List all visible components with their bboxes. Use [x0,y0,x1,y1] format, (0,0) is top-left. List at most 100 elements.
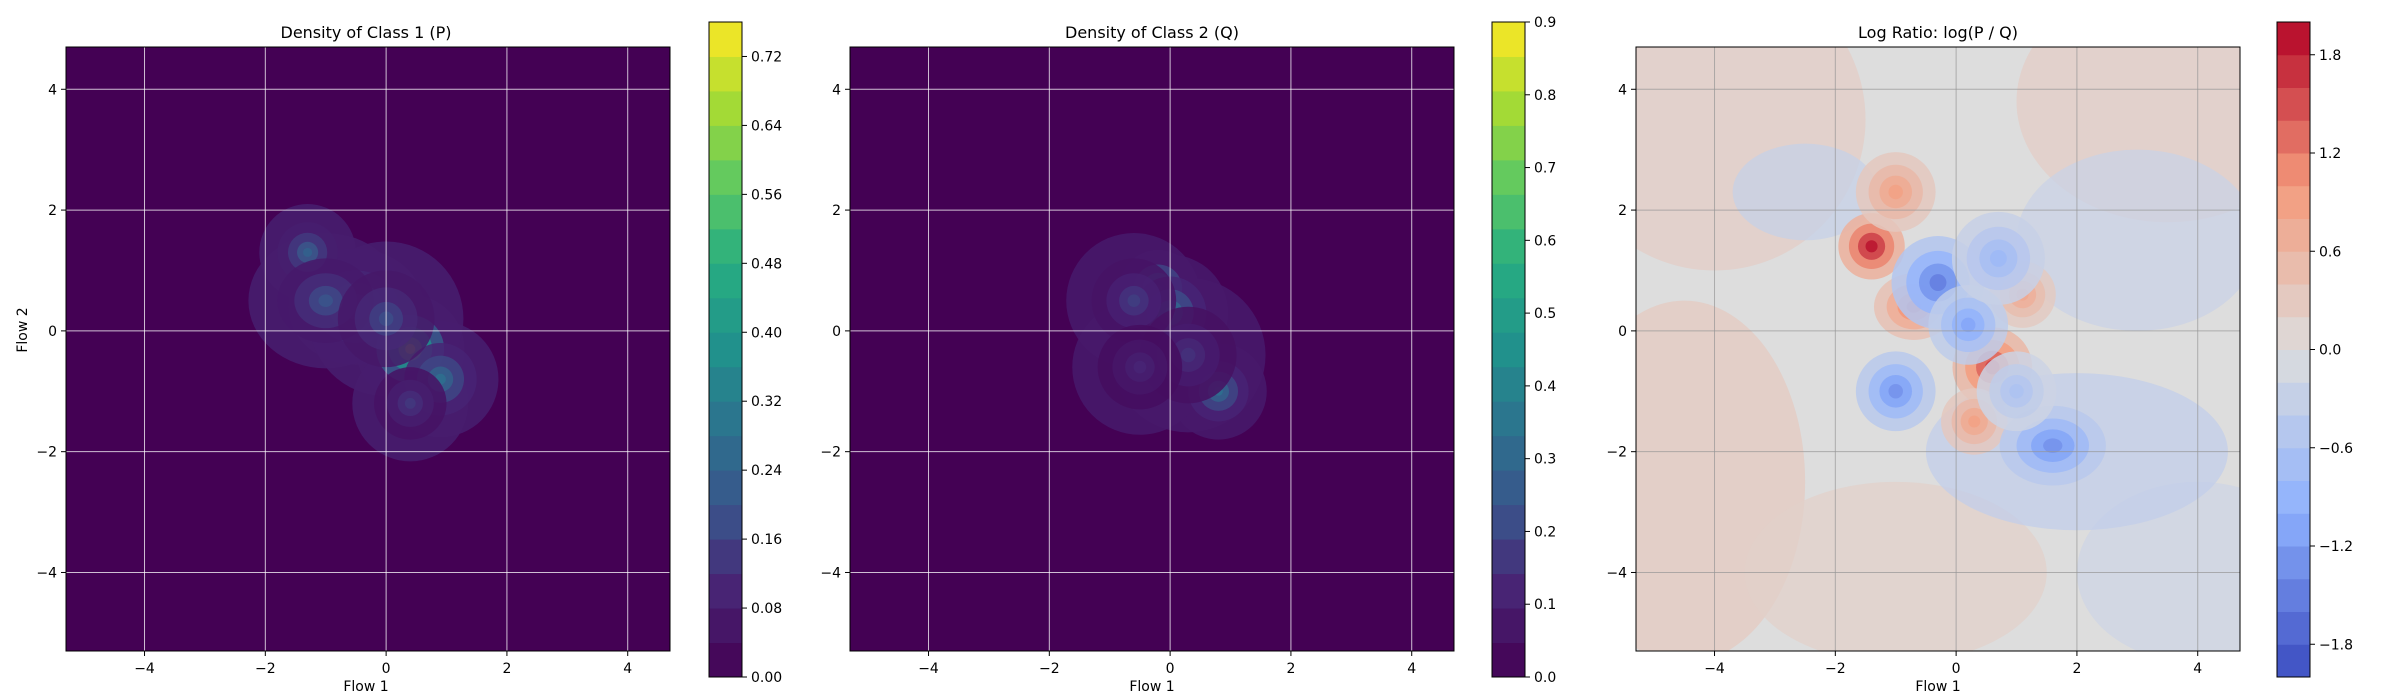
chart-title: Density of Class 1 (P) [281,23,452,42]
y-tick-label: 4 [832,82,841,98]
colorbar-level [709,263,742,299]
chart-title: Density of Class 2 (Q) [1065,23,1239,42]
y-tick-label: 2 [832,203,841,219]
colorbar-level [2277,382,2310,416]
x-axis-label: Flow 1 [1129,679,1174,695]
colorbar-level [2277,153,2310,187]
colorbar-level [2277,480,2310,514]
colorbar-tick-label: 0.72 [751,49,782,65]
ratio-region [1732,143,1878,241]
y-tick-label: −2 [36,445,57,461]
colorbar-level [709,56,742,92]
x-tick-label: 2 [1286,661,1295,677]
colorbar-level [2277,644,2310,678]
colorbar-level [2277,349,2310,383]
y-tick-label: −4 [1606,565,1627,581]
colorbar-level [709,125,742,161]
colorbar-level [1492,228,1525,264]
panel-class2: Density of Class 2 (Q) −4 −2 0 2 4 −4 −2 0 2 4 0.0… [820,15,1556,695]
x-tick-label: −4 [1704,661,1725,677]
colorbar-level [1492,194,1525,230]
colorbar-tick-label: 0.6 [2319,244,2341,260]
colorbar-tick-label: 0.3 [1534,452,1556,468]
colorbar-tick-label: 0.32 [751,394,782,410]
y-tick-label: 4 [1618,82,1627,98]
panel-log-ratio: Log Ratio: log(P / Q) −4 −2 0 2 4 −4 −2 0 2 4 −1.8… [1606,21,2353,695]
y-tick-label: 2 [48,203,57,219]
colorbar: 0.0 0.1 0.2 0.3 0.4 0.5 0.6 0.7 0.8 0.9 [1491,15,1556,686]
x-tick-label: 4 [1407,661,1416,677]
density-blob [303,247,313,257]
y-tick-label: 0 [1618,324,1627,340]
ratio-blob [1968,415,1981,428]
colorbar-level [2277,251,2310,285]
colorbar-tick-label: 0.1 [1534,597,1556,613]
x-tick-label: 4 [2193,661,2202,677]
colorbar-tick-label: 0.40 [751,325,782,341]
colorbar-frame [708,21,743,678]
y-tick-label: 0 [48,324,57,340]
ratio-blob [2043,438,2063,453]
y-tick-label: 0 [832,324,841,340]
colorbar-level [2277,284,2310,318]
colorbar-level [2277,120,2310,154]
colorbar-level [709,608,742,644]
colorbar-level [2277,22,2310,56]
ratio-region [2016,149,2240,331]
colorbar-tick-label: 1.2 [2319,146,2341,162]
x-tick-label: 2 [2072,661,2081,677]
colorbar-level [1492,608,1525,644]
colorbar-tick-label: 0.6 [1534,233,1556,249]
panel-class1: Density of Class 1 (P) −4 −2 0 2 4 −4 −2 0 2 4 0.0… [15,21,782,695]
colorbar-tick-label: −1.8 [2319,637,2353,653]
colorbar-tick-label: 0.24 [751,463,782,479]
colorbar-level [1492,401,1525,437]
colorbar-tick-label: 0.16 [751,532,782,548]
colorbar-tick-label: −1.2 [2319,539,2353,555]
colorbar-tick-label: 0.64 [751,118,782,134]
y-axis-label: Flow 2 [15,307,31,352]
ratio-blob [1888,384,1903,399]
colorbar-tick-label: 0.00 [751,670,782,686]
colorbar-level [1492,435,1525,471]
colorbar-level [709,539,742,575]
colorbar-level [1492,263,1525,299]
colorbar-frame [1491,21,1526,678]
colorbar-level [2277,578,2310,612]
colorbar-tick-label: 0.56 [751,187,782,203]
x-tick-label: 0 [382,661,391,677]
density-blob [404,397,416,409]
colorbar-tick-label: 1.8 [2319,48,2341,64]
colorbar-level [709,90,742,126]
colorbar-tick-label: 0.0 [2319,343,2341,359]
x-tick-label: 0 [1952,661,1961,677]
colorbar-level [1492,159,1525,195]
y-tick-label: −4 [36,565,57,581]
x-tick-label: −2 [1825,661,1846,677]
colorbar-level [1492,504,1525,540]
colorbar-level [2277,185,2310,219]
y-tick-label: 4 [48,82,57,98]
colorbar-level [709,435,742,471]
colorbar-level [2277,218,2310,252]
colorbar-tick-label: 0.2 [1534,524,1556,540]
colorbar-level [709,194,742,230]
colorbar-level [2277,54,2310,88]
ratio-blob [1888,184,1903,200]
colorbar-tick-label: 0.0 [1534,670,1556,686]
colorbar-level [709,228,742,264]
colorbar-tick-label: 0.5 [1534,306,1556,322]
colorbar-tick-label: 0.4 [1534,379,1556,395]
colorbar-level [1492,22,1525,57]
colorbar-level [1492,539,1525,575]
colorbar-level [2277,316,2310,350]
colorbar-level [2277,513,2310,547]
ratio-blob [2009,384,2024,399]
colorbar-level [1492,366,1525,402]
x-tick-label: 0 [1166,661,1175,677]
y-tick-label: −2 [820,445,841,461]
colorbar-level [1492,297,1525,333]
density-blob [318,294,333,308]
chart-title: Log Ratio: log(P / Q) [1858,23,2018,42]
colorbar-level [709,332,742,368]
